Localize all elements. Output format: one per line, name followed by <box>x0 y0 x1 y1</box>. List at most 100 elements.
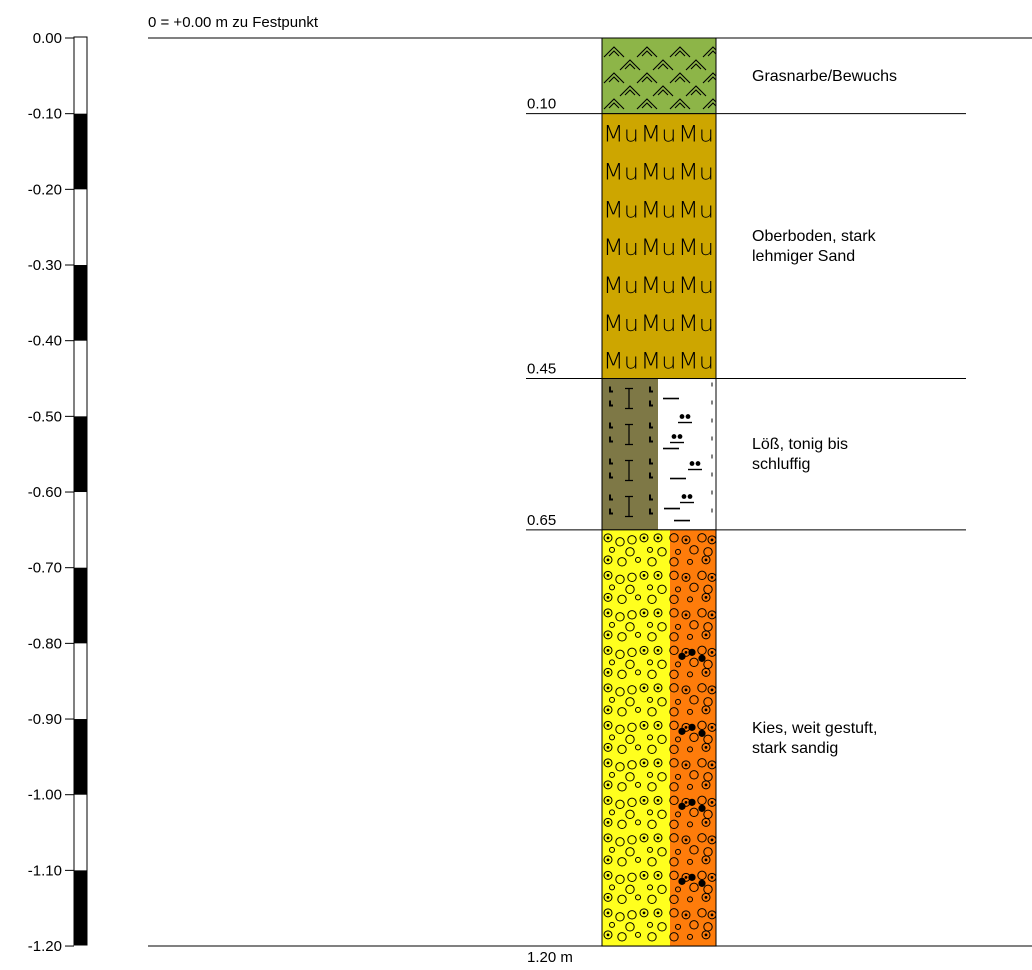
gravel-circle <box>697 758 707 768</box>
sand-circle <box>610 960 615 965</box>
gravel-circle <box>625 772 635 782</box>
grass-fill <box>602 38 716 114</box>
sand-circle <box>647 696 653 703</box>
gravel-ring <box>653 833 663 843</box>
gravel-circle <box>657 584 667 595</box>
gravel-circle <box>669 608 679 618</box>
gravel-core <box>711 951 714 954</box>
gravel-ring <box>653 533 663 543</box>
gravel-ring <box>603 667 613 677</box>
gravel-circle <box>647 782 657 792</box>
gravel-ring <box>603 608 613 618</box>
gravel-ring <box>707 647 716 657</box>
gravel-circle <box>627 910 637 920</box>
gravel-core <box>643 949 646 952</box>
gravel-circle <box>615 612 625 622</box>
gravel-circle <box>669 795 679 806</box>
sand-circle <box>635 631 641 638</box>
scale-tick-label: -0.30 <box>28 257 62 274</box>
sand-circle <box>609 546 615 553</box>
sand-circle <box>609 584 615 591</box>
gravel-core <box>606 858 610 862</box>
gravel-ring <box>707 872 716 882</box>
grass-mark <box>636 46 658 58</box>
gravel-circle <box>689 882 699 893</box>
gravel-ring <box>653 608 663 618</box>
scale-tick-label: -0.80 <box>28 635 62 652</box>
gravel-core <box>606 723 610 727</box>
gravel-ring <box>603 817 613 827</box>
gravel-ring <box>707 760 716 770</box>
gravel-circle <box>627 685 637 695</box>
gravel-circle <box>617 857 627 867</box>
sand-circle <box>675 698 681 705</box>
topsoil-symbol: Mu <box>678 312 714 337</box>
gravel-circle <box>625 659 635 670</box>
gravel-circle <box>689 920 699 930</box>
gravel-ring <box>639 795 649 805</box>
gravel-circle <box>669 744 679 755</box>
topsoil-symbol: Mu <box>678 123 714 148</box>
scale-tick-label: -0.10 <box>28 106 62 123</box>
gravel-ring <box>603 570 613 580</box>
gravel-core <box>710 913 714 917</box>
layer-description-line: lehmiger Sand <box>752 248 855 265</box>
sand-circle <box>687 746 693 753</box>
gravel-ring <box>603 780 613 790</box>
gravel-circle <box>689 657 699 668</box>
grass-mark <box>685 59 707 71</box>
coarse-stone <box>698 729 706 737</box>
sand-circle <box>647 884 653 891</box>
gravel-core <box>606 670 610 674</box>
gravel-circle <box>689 770 699 780</box>
gravel-core <box>704 745 708 749</box>
gravel-ring <box>603 645 613 655</box>
grass-mark <box>603 72 625 84</box>
gravel-ring <box>681 835 691 845</box>
gravel-core <box>704 933 708 937</box>
sand-circle <box>635 556 641 563</box>
topsoil-symbol: Mu <box>641 312 677 337</box>
sand-circle <box>635 781 641 788</box>
gravel-ring <box>681 535 691 545</box>
scale-segment <box>74 567 87 644</box>
sand-circle <box>687 708 693 715</box>
gravel-circle <box>669 819 679 830</box>
gravel-circle <box>647 557 657 567</box>
gravel-ring <box>701 630 711 640</box>
gravel-circle <box>669 720 679 731</box>
layer-descriptions: Grasnarbe/Bewuchs Oberboden, stark lehmige… <box>752 68 897 757</box>
silt-dot <box>681 494 687 499</box>
sand-circle <box>609 659 615 666</box>
gravel-core <box>710 613 714 617</box>
gravel-ring <box>639 870 649 880</box>
gravel-core <box>684 613 688 617</box>
grass-mark <box>702 46 716 58</box>
gravel-ring <box>603 855 613 865</box>
gravel-circle <box>615 537 625 547</box>
sand-circle <box>687 821 693 828</box>
sand-circle <box>635 819 641 826</box>
gravel-core <box>710 725 714 729</box>
gravel-ring <box>603 592 613 602</box>
gravel-circle <box>626 960 634 968</box>
sand-circle <box>687 558 693 565</box>
coarse-stone <box>688 798 696 806</box>
gravel-ring <box>639 533 649 543</box>
coarse-stone <box>698 804 706 812</box>
gravel-ring <box>603 742 613 752</box>
silt-dot <box>695 461 701 466</box>
gravel-ring <box>701 817 711 827</box>
gravel-circle <box>628 948 636 956</box>
gravel-ring <box>642 945 646 947</box>
grass-mark <box>652 59 674 71</box>
gravel-ring <box>653 645 663 655</box>
gravel-ring <box>639 758 649 768</box>
gravel-circle <box>669 707 679 717</box>
grass-mark <box>736 99 756 109</box>
gravel-circle <box>669 632 679 642</box>
layer-gravel-sandy <box>601 529 717 968</box>
gravel-ring <box>603 683 613 693</box>
gravel-ring <box>603 630 613 640</box>
